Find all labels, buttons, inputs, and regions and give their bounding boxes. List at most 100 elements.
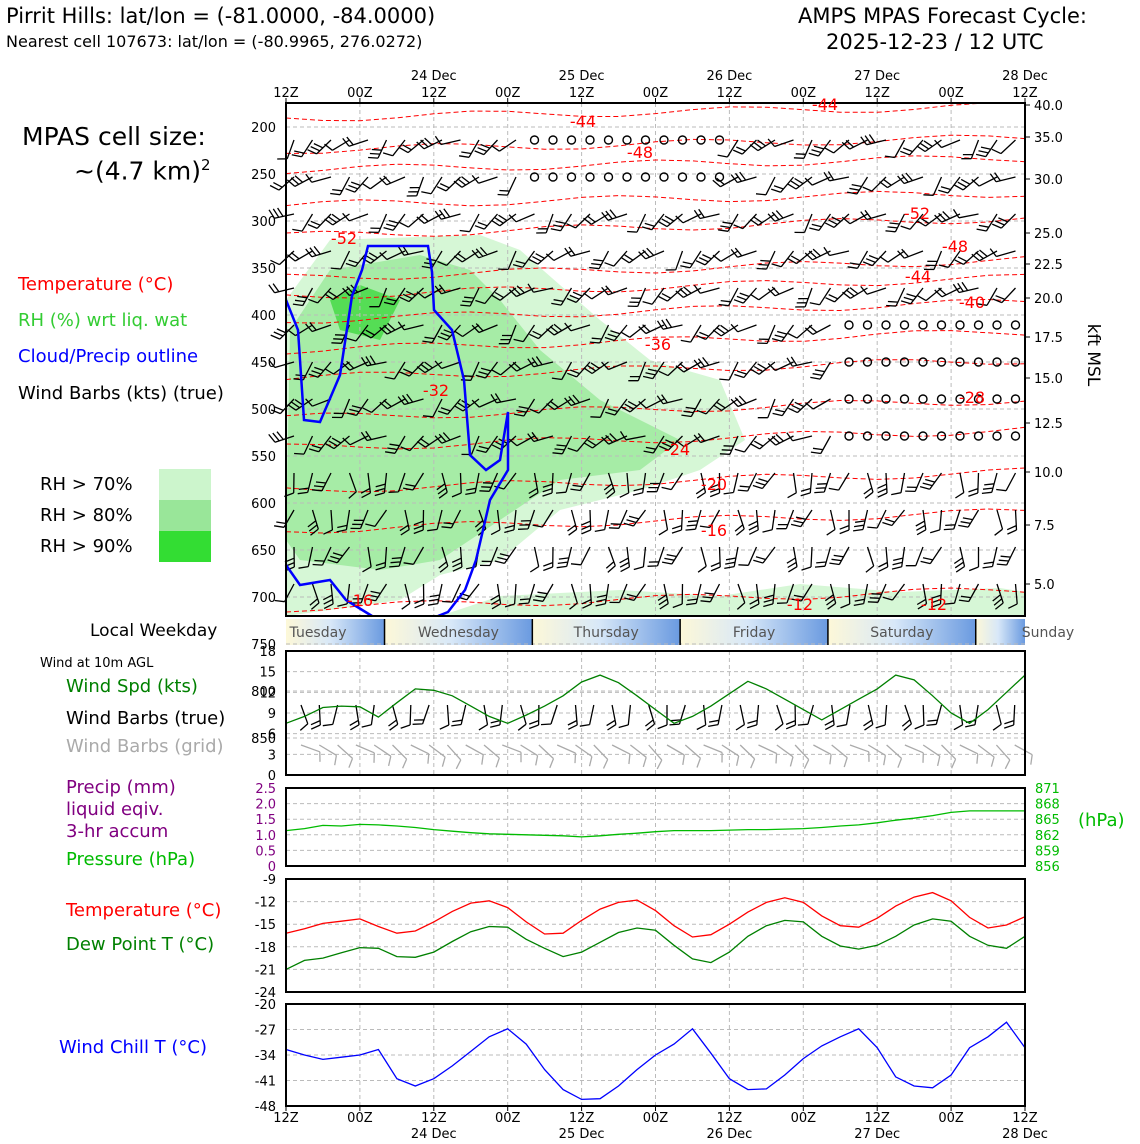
cs-wind-barb <box>527 431 554 443</box>
wind-10m-barb <box>579 704 595 727</box>
cs-wind-barb <box>952 209 979 219</box>
precip-label-3: 3-hr accum <box>66 821 169 842</box>
cs-wind-barb <box>346 324 369 342</box>
cs-wind-barb <box>839 510 850 535</box>
cs-wind-barb <box>292 287 314 307</box>
cs-wind-barb <box>767 286 794 297</box>
cs-wind-barb <box>564 246 591 257</box>
calm-circle <box>585 135 595 145</box>
calm-circle <box>622 135 632 145</box>
cs-wind-barb <box>953 546 966 573</box>
cs-wind-barb <box>767 210 794 222</box>
isotherm-line <box>285 134 1026 154</box>
cs-wind-barb <box>787 472 797 499</box>
cs-wind-barb <box>360 355 387 367</box>
calm-circle <box>955 431 965 441</box>
pressure-tick: 871 <box>1035 782 1060 797</box>
cs-wind-barb <box>494 546 517 565</box>
wind-10m-grid-barb <box>538 744 555 769</box>
windchill-label: Wind Chill T (°C) <box>59 1037 207 1058</box>
cs-wind-barb <box>399 509 410 536</box>
cs-wind-barb <box>453 250 480 263</box>
cs-wind-barb <box>434 284 461 295</box>
cs-wind-barb <box>623 509 647 527</box>
pressure-label: Pressure (hPa) <box>66 849 196 870</box>
calm-circle <box>862 431 873 441</box>
cs-wind-barb <box>268 359 295 369</box>
wind-10m-grid-barb <box>849 744 870 762</box>
cs-wind-barb <box>642 287 665 305</box>
weekday-band <box>680 619 828 645</box>
isotherm-line <box>285 256 1026 280</box>
calm-circle <box>659 172 669 182</box>
wind-10m-grid-barb <box>446 744 462 770</box>
cs-wind-barb <box>590 398 610 418</box>
wind-10m-grid-barb <box>684 744 702 768</box>
cs-wind-barb <box>342 284 369 297</box>
cs-wind-barb <box>944 583 961 605</box>
calm-circle <box>640 135 651 145</box>
cs-wind-barb <box>968 547 980 572</box>
calm-circle <box>844 394 854 404</box>
cs-height-tick: 12.5 <box>1034 417 1063 432</box>
cs-wind-barb <box>342 212 369 222</box>
cs-wind-barb <box>608 509 628 529</box>
calm-circle <box>936 394 947 404</box>
weekday-band <box>975 619 1025 645</box>
cs-wind-barb <box>422 398 443 418</box>
cs-wind-barb <box>996 472 1017 492</box>
cs-wind-barb <box>286 175 313 187</box>
cs-wind-barb <box>385 435 406 454</box>
cs-wind-barb <box>546 398 572 411</box>
cs-wind-barb <box>361 250 387 264</box>
cs-wind-barb <box>569 583 578 610</box>
calm-circle <box>529 172 540 182</box>
cs-wind-barb <box>453 176 480 188</box>
wind-10m-grid-barb <box>794 744 810 769</box>
isotherm-label: -44 <box>905 267 931 286</box>
cs-wind-barb <box>365 583 388 602</box>
wind-10m-barb <box>708 704 723 728</box>
cs-wind-barb <box>646 472 665 493</box>
precip-tick: 1.0 <box>255 829 276 844</box>
cs-wind-barb <box>327 546 351 564</box>
cs-wind-barb <box>718 287 739 307</box>
cs-wind-barb <box>401 583 411 610</box>
cell-size-label: MPAS cell size: <box>22 122 206 151</box>
cs-wind-barb <box>402 472 425 491</box>
cs-wind-barb <box>905 546 924 567</box>
cs-wind-barb <box>693 432 720 444</box>
cs-wind-barb <box>756 250 776 270</box>
cs-pressure-tick: 550 <box>251 450 276 465</box>
cs-wind-barb <box>399 213 424 228</box>
calm-circle <box>622 172 632 182</box>
isotherm-label: -12 <box>787 595 813 614</box>
cloud-outline <box>284 244 510 618</box>
cs-wind-barb <box>730 323 757 333</box>
cs-height-tick: 30.0 <box>1034 173 1063 188</box>
cs-wind-barb <box>863 472 874 499</box>
cs-wind-barb <box>633 546 647 571</box>
wind-10m-grid-barb <box>575 744 593 767</box>
cs-wind-barb <box>693 208 720 220</box>
cs-wind-barb <box>733 287 757 304</box>
weekday-band <box>286 619 385 645</box>
cs-wind-barb <box>498 324 517 345</box>
wind-10m-barb <box>400 704 412 729</box>
top-hour-label: 12Z <box>864 86 890 101</box>
cs-wind-barb <box>809 213 832 232</box>
wind-10m-barb <box>1003 704 1016 729</box>
windchill-tick: -27 <box>255 1024 276 1039</box>
cs-wind-barb <box>734 509 745 536</box>
cs-pressure-tick: 500 <box>251 403 276 418</box>
cs-wind-barb <box>627 287 647 308</box>
pressure-tick: 862 <box>1035 829 1060 844</box>
wind-10m-barb <box>901 704 913 731</box>
calm-circle <box>899 357 910 367</box>
wind-10m-barb <box>528 704 540 730</box>
cs-wind-barb <box>527 356 554 368</box>
cs-wind-barb <box>853 509 869 532</box>
cs-wind-barb <box>938 250 961 269</box>
cs-wind-barb <box>308 287 332 304</box>
cs-wind-barb <box>564 394 591 407</box>
